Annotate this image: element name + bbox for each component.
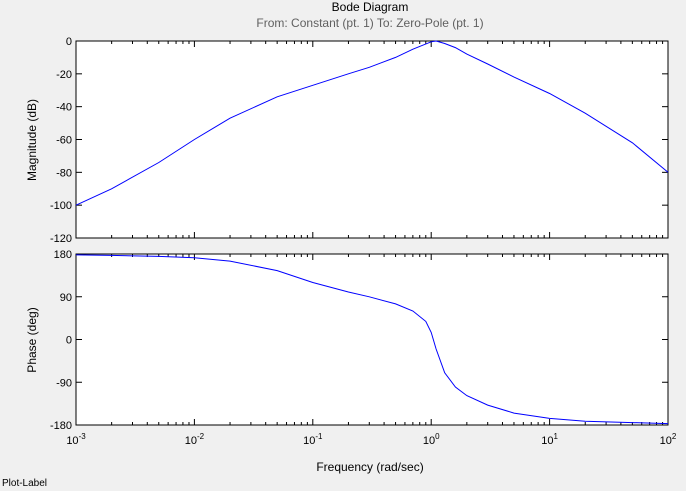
phase-ytick-label: 90 <box>60 292 72 304</box>
x-tick-label: 10-1 <box>303 432 323 447</box>
magnitude-ytick-label: -80 <box>56 167 72 179</box>
magnitude-ylabel: Magnitude (dB) <box>25 99 39 181</box>
x-tick-label: 10-2 <box>185 432 205 447</box>
phase-ytick-label: -90 <box>56 377 72 389</box>
chart-title: Bode Diagram <box>332 0 409 14</box>
phase-ytick-label: 0 <box>66 335 72 347</box>
magnitude-ytick-label: 0 <box>66 36 72 48</box>
x-tick-label: 10-3 <box>66 432 86 447</box>
magnitude-ytick-label: -40 <box>56 102 72 114</box>
x-tick-label: 100 <box>423 432 440 447</box>
x-axis-label: Frequency (rad/sec) <box>316 460 423 474</box>
magnitude-ytick-label: -100 <box>50 200 72 212</box>
chart-subtitle: From: Constant (pt. 1) To: Zero-Pole (pt… <box>256 16 483 30</box>
status-bar: Plot-Label <box>0 477 686 491</box>
x-tick-label: 102 <box>660 432 677 447</box>
magnitude-ytick-label: -60 <box>56 135 72 147</box>
status-text: Plot-Label <box>2 478 48 489</box>
magnitude-ytick-label: -20 <box>56 69 72 81</box>
magnitude-panel: 0 -20 -40 -60 -80 -100 -120 <box>50 36 669 245</box>
x-tick-label: 101 <box>541 432 558 447</box>
bode-figure: Bode Diagram From: Constant (pt. 1) To: … <box>25 0 677 474</box>
phase-ylabel: Phase (deg) <box>25 307 39 372</box>
magnitude-ytick-label: -120 <box>50 233 72 245</box>
phase-ytick-label: -180 <box>50 420 72 432</box>
magnitude-series-line <box>75 40 669 206</box>
phase-series-line <box>75 254 669 425</box>
phase-axes <box>75 253 669 426</box>
phase-ytick-label: 180 <box>54 249 72 261</box>
magnitude-axes <box>75 40 669 239</box>
